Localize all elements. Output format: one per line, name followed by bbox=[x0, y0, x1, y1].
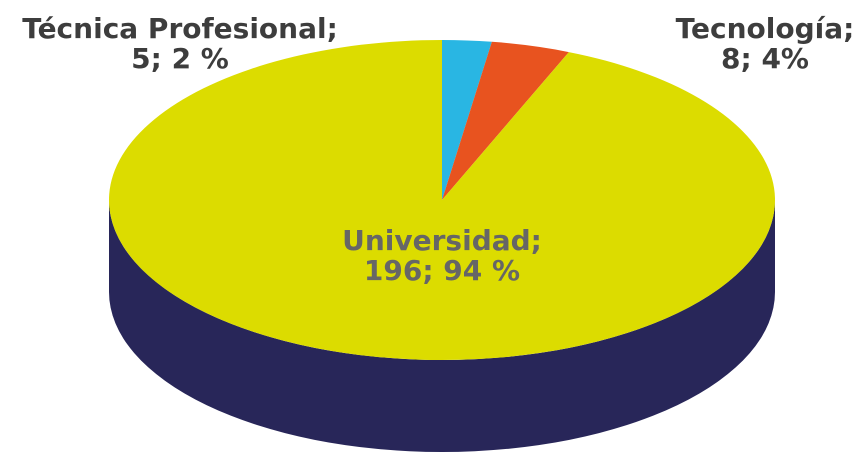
pie-side bbox=[109, 200, 775, 452]
slice-label-name: Tecnología; bbox=[676, 12, 855, 45]
slice-label-value: 196; 94 % bbox=[364, 254, 520, 287]
pie-slice bbox=[442, 41, 569, 201]
slice-label-value: 8; 4% bbox=[721, 42, 809, 75]
slice-label-name: Universidad; bbox=[342, 224, 542, 257]
pie-slice bbox=[442, 40, 492, 200]
pie-slice bbox=[109, 40, 776, 360]
slice-label-name: Técnica Profesional; bbox=[22, 12, 338, 45]
slice-label-value: 5; 2 % bbox=[131, 42, 229, 75]
